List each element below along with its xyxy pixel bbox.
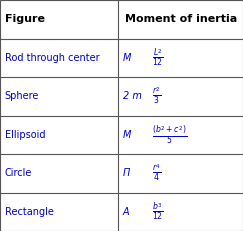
Text: $\frac{(b^2+c^2)}{5}$: $\frac{(b^2+c^2)}{5}$ <box>152 124 187 146</box>
Text: Π: Π <box>123 168 130 178</box>
Text: Figure: Figure <box>5 14 45 24</box>
Text: A: A <box>123 207 129 217</box>
Text: Sphere: Sphere <box>5 91 39 101</box>
Text: Moment of inertia: Moment of inertia <box>125 14 237 24</box>
Text: Rectangle: Rectangle <box>5 207 54 217</box>
Text: $\frac{b^3}{12}$: $\frac{b^3}{12}$ <box>152 202 164 222</box>
Text: Ellipsoid: Ellipsoid <box>5 130 45 140</box>
Text: $\frac{r^4}{4}$: $\frac{r^4}{4}$ <box>152 163 161 183</box>
Text: M: M <box>123 130 131 140</box>
Text: $\frac{r^2}{3}$: $\frac{r^2}{3}$ <box>152 86 161 106</box>
Text: Circle: Circle <box>5 168 32 178</box>
Text: 2 m: 2 m <box>123 91 142 101</box>
Text: M: M <box>123 53 131 63</box>
Text: $\frac{L^2}{12}$: $\frac{L^2}{12}$ <box>152 48 164 68</box>
Text: Rod through center: Rod through center <box>5 53 99 63</box>
